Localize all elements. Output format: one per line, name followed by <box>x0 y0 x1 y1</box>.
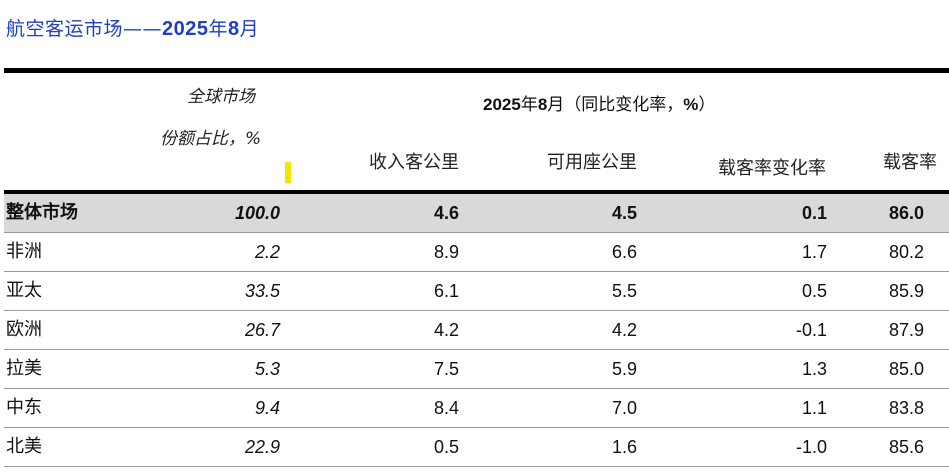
region-name: 整体市场 <box>6 202 78 223</box>
load-factor-value: 87.9 <box>889 320 925 340</box>
market-share-value: 26.7 <box>244 320 280 340</box>
title-year: 2025 <box>162 18 209 40</box>
column-header-load-factor: 载客率 <box>883 152 937 173</box>
ask-change-value: 5.9 <box>611 359 637 379</box>
load-factor-value: 83.8 <box>889 398 925 418</box>
load-factor-value: 85.9 <box>889 281 925 301</box>
load-factor-change-value: 1.3 <box>801 359 827 379</box>
load-factor-change-value: 0.1 <box>801 203 827 223</box>
table-row-total: 整体市场 100.0 4.6 4.5 0.1 86.0 <box>4 194 949 233</box>
load-factor-change-value: -1.0 <box>795 437 827 457</box>
rpk-change-value: 4.2 <box>433 320 459 340</box>
group-month: 8 <box>537 95 548 114</box>
header-bottom-rule <box>4 190 949 194</box>
table-row: 北美 22.9 0.5 1.6 -1.0 85.6 <box>4 428 949 467</box>
region-name: 亚太 <box>6 280 42 301</box>
market-share-value: 5.3 <box>254 359 280 379</box>
ask-change-value: 4.5 <box>611 203 637 223</box>
column-header-ask: 可用座公里 <box>547 152 637 173</box>
ask-change-value: 7.0 <box>611 398 637 418</box>
rpk-change-value: 8.4 <box>433 398 459 418</box>
region-name: 欧洲 <box>6 319 42 340</box>
region-name: 北美 <box>6 436 42 457</box>
title-year-suffix: 年 <box>208 18 229 40</box>
table-row: 非洲 2.2 8.9 6.6 1.7 80.2 <box>4 233 949 272</box>
share-header-line2: 份额占比，% <box>160 129 262 149</box>
market-share-value: 33.5 <box>244 281 280 301</box>
load-factor-value: 86.0 <box>889 203 925 223</box>
load-factor-value: 85.0 <box>889 359 925 379</box>
load-factor-change-value: 1.1 <box>801 398 827 418</box>
ask-change-value: 5.5 <box>611 281 637 301</box>
highlight-marker <box>285 162 291 183</box>
table-top-rule <box>4 68 949 73</box>
column-header-plf-change: 载客率变化率 <box>718 158 826 179</box>
group-rest: 月（同比变化率， <box>547 95 684 115</box>
rpk-change-value: 8.9 <box>433 242 459 262</box>
market-share-value: 22.9 <box>244 437 280 457</box>
table-row: 拉美 5.3 7.5 5.9 1.3 85.0 <box>4 350 949 389</box>
market-share-value: 9.4 <box>254 398 280 418</box>
market-share-value: 100.0 <box>234 203 280 223</box>
group-pct: % <box>683 95 699 114</box>
load-factor-change-value: 0.5 <box>801 281 827 301</box>
group-year-suffix: 年 <box>520 95 538 115</box>
ask-change-value: 4.2 <box>611 320 637 340</box>
table-row: 亚太 33.5 6.1 5.5 0.5 85.9 <box>4 272 949 311</box>
share-header-line1: 全球市场 <box>187 87 255 107</box>
load-factor-value: 80.2 <box>889 242 925 262</box>
table-row: 欧洲 26.7 4.2 4.2 -0.1 87.9 <box>4 311 949 350</box>
load-factor-change-value: 1.7 <box>801 242 827 262</box>
group-close: ） <box>698 95 716 115</box>
yoy-group-header: 2025年8月（同比变化率，%） <box>483 90 715 115</box>
market-share-value: 2.2 <box>254 242 280 262</box>
group-year: 2025 <box>483 95 521 114</box>
column-header-rpk: 收入客公里 <box>369 152 459 173</box>
table-row: 中东 9.4 8.4 7.0 1.1 83.8 <box>4 389 949 428</box>
load-factor-value: 85.6 <box>889 437 925 457</box>
ask-change-value: 6.6 <box>611 242 637 262</box>
title-month: 8 <box>228 18 240 40</box>
rpk-change-value: 0.5 <box>433 437 459 457</box>
rpk-change-value: 7.5 <box>433 359 459 379</box>
region-name: 非洲 <box>6 241 42 262</box>
load-factor-change-value: -0.1 <box>795 320 827 340</box>
title-month-suffix: 月 <box>239 18 260 40</box>
page-title: 航空客运市场——2025年8月 <box>6 14 259 41</box>
region-name: 拉美 <box>6 358 42 379</box>
ask-change-value: 1.6 <box>611 437 637 457</box>
region-name: 中东 <box>6 397 42 418</box>
rpk-change-value: 6.1 <box>433 281 459 301</box>
title-prefix: 航空客运市场—— <box>6 18 163 40</box>
rpk-change-value: 4.6 <box>433 203 459 223</box>
